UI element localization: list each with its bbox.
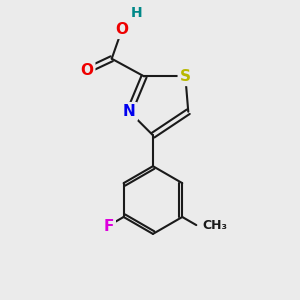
Text: N: N [123,104,136,119]
Text: H: H [131,6,142,20]
Text: F: F [103,219,114,234]
Text: CH₃: CH₃ [202,219,227,232]
Text: O: O [116,22,128,37]
Text: O: O [80,63,93,78]
Text: S: S [180,69,191,84]
